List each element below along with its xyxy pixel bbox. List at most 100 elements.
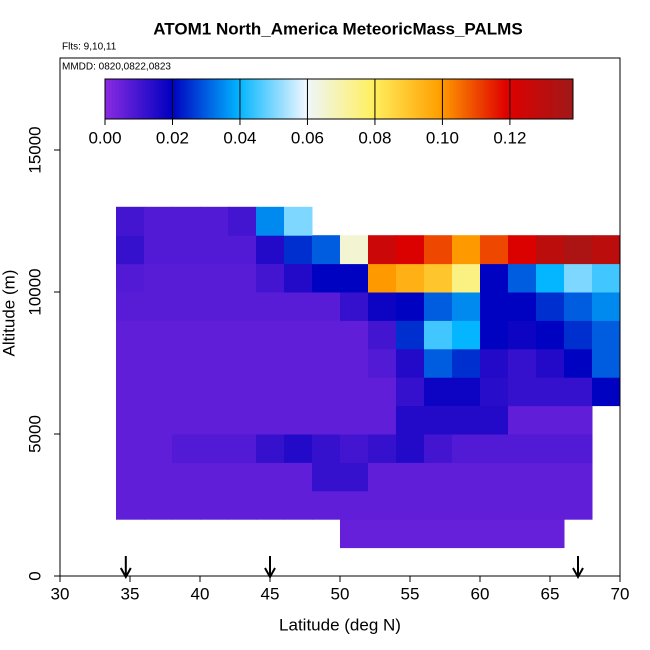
colorbar-swatch — [453, 79, 457, 119]
colorbar-swatch — [565, 79, 569, 119]
colorbar-swatch — [364, 79, 368, 119]
colorbar-swatch — [460, 79, 464, 119]
heatmap-cell — [368, 348, 397, 378]
colorbar-swatch — [367, 79, 370, 119]
heatmap-cell — [368, 405, 397, 435]
heatmap-cell — [228, 206, 257, 236]
colorbar-swatch — [303, 79, 307, 119]
colorbar-swatch — [200, 79, 204, 119]
colorbar-swatch — [388, 79, 391, 119]
heatmap-cell — [340, 263, 369, 293]
colorbar-swatch — [353, 79, 356, 119]
heatmap-cell — [256, 320, 285, 350]
colorbar-swatch — [544, 79, 548, 119]
heatmap-cell — [172, 405, 201, 435]
colorbar-swatch — [434, 79, 438, 119]
colorbar-swatch — [341, 79, 345, 119]
arrow-marker — [264, 556, 276, 580]
heatmap-cell — [424, 405, 453, 435]
colorbar-swatch — [521, 79, 525, 119]
x-tick-label: 40 — [191, 584, 210, 603]
heatmap-cell — [452, 434, 481, 463]
heatmap-cell — [368, 292, 397, 321]
colorbar-swatch — [236, 79, 239, 119]
colorbar-swatch — [105, 79, 108, 119]
colorbar-swatch — [486, 79, 490, 119]
colorbar-swatch — [198, 79, 202, 119]
colorbar-swatch — [348, 79, 352, 119]
heatmap-cell — [200, 320, 229, 350]
heatmap-cell — [536, 292, 565, 321]
heatmap-cell — [396, 348, 425, 378]
heatmap-cell — [592, 348, 621, 378]
heatmap-cell — [536, 434, 565, 463]
colorbar-swatch — [549, 79, 553, 119]
heatmap-cell — [256, 434, 285, 463]
colorbar-swatch — [343, 79, 347, 119]
colorbar-swatch — [378, 79, 382, 119]
heatmap-cell — [480, 434, 509, 463]
colorbar-swatch — [310, 79, 314, 119]
heatmap-cell — [200, 348, 229, 378]
colorbar-swatch — [324, 79, 328, 119]
heatmap-cell — [424, 377, 453, 407]
arrow-head — [264, 567, 276, 580]
heatmap-cell — [312, 263, 341, 293]
heatmap-cell — [424, 462, 453, 492]
colorbar-swatch — [207, 79, 211, 119]
colorbar-swatch — [472, 79, 476, 119]
colorbar-swatch — [184, 79, 188, 119]
colorbar-swatch — [247, 79, 251, 119]
colorbar-swatch — [130, 79, 134, 119]
colorbar-swatch — [500, 79, 504, 119]
heatmap-cell — [536, 377, 565, 407]
colorbar-swatch — [182, 79, 186, 119]
colorbar-swatch — [317, 79, 321, 119]
heatmap-cell — [284, 434, 313, 463]
heatmap-cell — [200, 490, 229, 520]
colorbar-swatch — [376, 79, 380, 119]
heatmap-cell — [256, 377, 285, 407]
colorbar-swatch — [261, 79, 265, 119]
colorbar-swatch — [329, 79, 333, 119]
colorbar-swatch — [570, 79, 574, 119]
colorbar-swatch — [156, 79, 160, 119]
heatmap-cell — [452, 292, 481, 321]
colorbar-swatch — [226, 79, 230, 119]
x-tick-label: 30 — [51, 584, 70, 603]
colorbar-swatch — [119, 79, 122, 119]
colorbar-swatch — [203, 79, 207, 119]
heatmap-cell — [368, 320, 397, 350]
colorbar-swatch — [465, 79, 469, 119]
colorbar-swatch — [266, 79, 270, 119]
heatmap-cell — [480, 462, 509, 492]
colorbar-swatch — [133, 79, 136, 119]
heatmap-cell — [312, 292, 341, 321]
heatmap-cell — [256, 405, 285, 435]
heatmap-cell — [284, 462, 313, 492]
colorbar-tick-label: 0.04 — [223, 128, 256, 147]
colorbar-swatch — [147, 79, 150, 119]
colorbar-swatch — [451, 79, 455, 119]
colorbar-swatch — [214, 79, 218, 119]
heatmap-cell — [396, 519, 425, 549]
colorbar-tick-label: 0.02 — [156, 128, 189, 147]
heatmap-cell — [508, 377, 537, 407]
colorbar-swatch — [360, 79, 363, 119]
heatmap-cell — [368, 490, 397, 520]
heatmap-cell — [312, 405, 341, 435]
colorbar-swatch — [212, 79, 216, 119]
colorbar-swatch — [189, 79, 193, 119]
colorbar-swatch — [430, 79, 434, 119]
colorbar-swatch — [404, 79, 408, 119]
colorbar-swatch — [301, 79, 305, 119]
colorbar-swatch — [458, 79, 462, 119]
colorbar-swatch — [411, 79, 415, 119]
heatmap-cell — [312, 462, 341, 492]
colorbar-tick-label: 0.10 — [426, 128, 459, 147]
colorbar-swatch — [231, 79, 235, 119]
colorbar-swatch — [243, 79, 246, 119]
colorbar-swatch — [397, 79, 401, 119]
colorbar-swatch — [425, 79, 429, 119]
heatmap-cell — [536, 263, 565, 293]
